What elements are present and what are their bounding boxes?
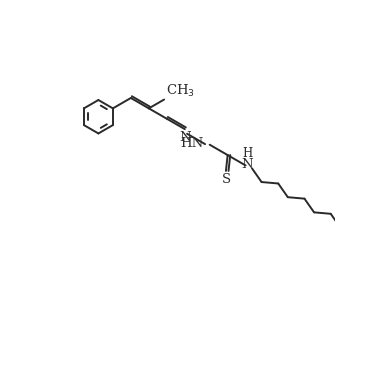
Text: CH$_3$: CH$_3$ — [166, 83, 195, 99]
Text: H: H — [242, 147, 252, 160]
Text: N: N — [241, 158, 253, 171]
Text: S: S — [222, 173, 231, 186]
Text: HN: HN — [180, 137, 203, 150]
Text: N: N — [179, 131, 190, 143]
